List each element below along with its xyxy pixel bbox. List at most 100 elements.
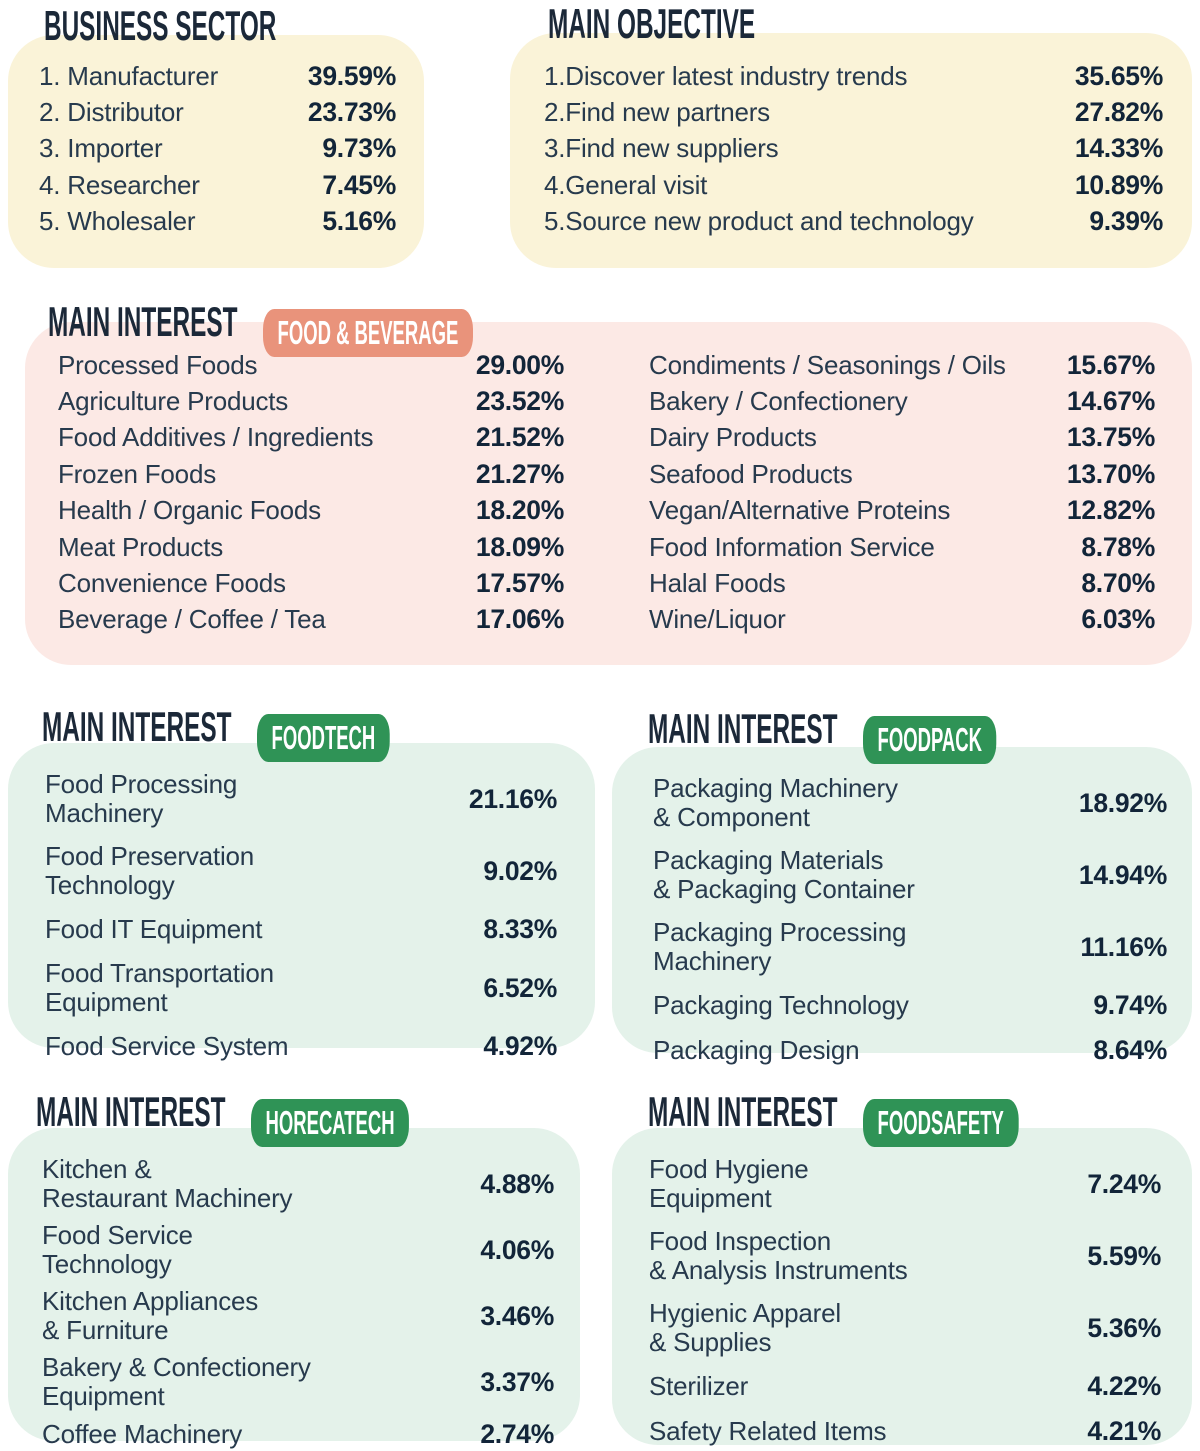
section-title: MAIN INTEREST: [48, 298, 238, 345]
list-item: Food Preservation Technology 9.02%: [45, 842, 557, 900]
badge-label: FOODTECH: [272, 719, 376, 756]
item-value: 17.57%: [475, 568, 564, 599]
item-label: 4.General visit: [544, 169, 708, 200]
item-label: Food Information Service: [649, 531, 935, 562]
list-item: Frozen Foods 21.27%: [58, 456, 564, 492]
item-value: 11.16%: [1080, 931, 1167, 962]
item-label: Food Additives / Ingredients: [58, 422, 374, 453]
item-label: 4. Researcher: [39, 169, 200, 200]
business-sector-header: BUSINESS SECTOR: [44, 4, 276, 48]
panel-horecatech: Kitchen & Restaurant Machinery 4.88% Foo…: [8, 1128, 580, 1449]
badge-label: HORECATECH: [266, 1104, 396, 1141]
main-objective-header: MAIN OBJECTIVE: [548, 2, 755, 46]
item-value: 14.67%: [1066, 386, 1155, 417]
list-item: Meat Products 18.09%: [58, 529, 564, 565]
item-value: 13.70%: [1066, 458, 1155, 489]
item-label: Convenience Foods: [58, 568, 286, 599]
list-item: 2.Find new partners 27.82%: [544, 94, 1163, 130]
list-item: Packaging Design 8.64%: [653, 1035, 1167, 1066]
item-label: Wine/Liquor: [649, 604, 786, 635]
list-item: Beverage / Coffee / Tea 17.06%: [58, 602, 564, 638]
item-value: 9.73%: [322, 133, 396, 164]
item-label: Safety Related Items: [649, 1416, 887, 1446]
list-item: Hygienic Apparel & Supplies 5.36%: [649, 1299, 1161, 1357]
item-label: 1. Manufacturer: [39, 60, 219, 91]
list-item: Processed Foods 29.00%: [58, 347, 564, 383]
item-value: 3.46%: [480, 1300, 554, 1331]
item-label: 2.Find new partners: [544, 97, 770, 128]
list-item: Packaging Processing Machinery 11.16%: [653, 918, 1167, 976]
item-label: Hygienic Apparel & Supplies: [649, 1298, 841, 1357]
item-label: 5. Wholesaler: [39, 206, 196, 237]
item-label: Food Service Technology: [42, 1220, 193, 1279]
foodtech-badge: FOODTECH: [257, 714, 391, 762]
item-value: 10.89%: [1074, 169, 1163, 200]
item-value: 14.94%: [1078, 859, 1167, 890]
list-item: Kitchen & Restaurant Machinery 4.88%: [42, 1155, 554, 1213]
item-value: 18.09%: [475, 531, 564, 562]
item-label: Packaging Materials & Packaging Containe…: [653, 845, 915, 904]
item-value: 13.75%: [1066, 422, 1155, 453]
foodtech-header: MAIN INTEREST FOODTECH: [42, 705, 391, 762]
item-label: Health / Organic Foods: [58, 495, 321, 526]
item-value: 3.37%: [480, 1366, 554, 1397]
list-item: Packaging Technology 9.74%: [653, 990, 1167, 1021]
list-item: Sterilizer 4.22%: [649, 1371, 1161, 1402]
item-value: 18.20%: [475, 495, 564, 526]
item-value: 27.82%: [1074, 97, 1163, 128]
item-label: Agriculture Products: [58, 386, 289, 417]
item-value: 29.00%: [475, 349, 564, 380]
list-item: 5. Wholesaler 5.16%: [39, 204, 396, 240]
list-item: Vegan/Alternative Proteins 12.82%: [649, 493, 1155, 529]
item-label: Dairy Products: [649, 422, 817, 453]
panel-foodtech: Food Processing Machinery 21.16% Food Pr…: [8, 743, 595, 1061]
food-beverage-left-column: Processed Foods 29.00% Agriculture Produ…: [58, 347, 564, 638]
food-beverage-badge: FOOD & BEVERAGE: [263, 309, 474, 357]
list-item: Coffee Machinery 2.74%: [42, 1419, 554, 1450]
item-value: 8.70%: [1081, 568, 1155, 599]
item-value: 7.24%: [1087, 1168, 1161, 1199]
item-value: 23.52%: [475, 386, 564, 417]
item-value: 35.65%: [1074, 60, 1163, 91]
list-item: Condiments / Seasonings / Oils 15.67%: [649, 347, 1155, 383]
item-value: 12.82%: [1066, 495, 1155, 526]
list-item: Dairy Products 13.75%: [649, 420, 1155, 456]
list-item: 1. Manufacturer 39.59%: [39, 58, 396, 94]
item-label: Packaging Machinery & Component: [653, 773, 898, 832]
list-item: Food Inspection & Analysis Instruments 5…: [649, 1227, 1161, 1285]
panel-foodsafety: Food Hygiene Equipment 7.24% Food Inspec…: [612, 1128, 1192, 1447]
list-item: Food Transportation Equipment 6.52%: [45, 959, 557, 1017]
item-value: 15.67%: [1066, 349, 1155, 380]
item-label: Frozen Foods: [58, 458, 217, 489]
list-item: 4. Researcher 7.45%: [39, 167, 396, 203]
list-item: Food IT Equipment 8.33%: [45, 914, 557, 945]
foodsafety-header: MAIN INTEREST FOODSAFETY: [648, 1090, 1019, 1147]
item-label: Vegan/Alternative Proteins: [649, 495, 951, 526]
section-title: MAIN INTEREST: [648, 705, 838, 752]
item-label: 1.Discover latest industry trends: [544, 60, 908, 91]
list-item: Kitchen Appliances & Furniture 3.46%: [42, 1287, 554, 1345]
panel-business-sector: 1. Manufacturer 39.59% 2. Distributor 23…: [8, 35, 424, 268]
item-label: Halal Foods: [649, 568, 786, 599]
item-label: Packaging Processing Machinery: [653, 917, 907, 976]
item-value: 4.06%: [480, 1234, 554, 1265]
badge-label: FOOD & BEVERAGE: [278, 314, 459, 351]
item-label: 3. Importer: [39, 133, 163, 164]
item-value: 5.16%: [322, 206, 396, 237]
horecatech-badge: HORECATECH: [251, 1099, 410, 1147]
item-value: 8.33%: [483, 914, 557, 944]
list-item: Food Service System 4.92%: [45, 1031, 557, 1062]
panel-main-objective: 1.Discover latest industry trends 35.65%…: [510, 33, 1192, 268]
item-value: 2.74%: [480, 1419, 554, 1449]
item-label: Kitchen Appliances & Furniture: [42, 1286, 259, 1345]
list-item: Health / Organic Foods 18.20%: [58, 493, 564, 529]
item-value: 18.92%: [1078, 787, 1167, 818]
item-label: Seafood Products: [649, 458, 853, 489]
item-value: 4.92%: [483, 1031, 557, 1061]
list-item: Safety Related Items 4.21%: [649, 1416, 1161, 1447]
list-item: Food Service Technology 4.06%: [42, 1221, 554, 1279]
section-title: MAIN INTEREST: [648, 1088, 838, 1135]
item-value: 21.52%: [475, 422, 564, 453]
item-label: 2. Distributor: [39, 97, 184, 128]
item-value: 4.22%: [1087, 1371, 1161, 1401]
